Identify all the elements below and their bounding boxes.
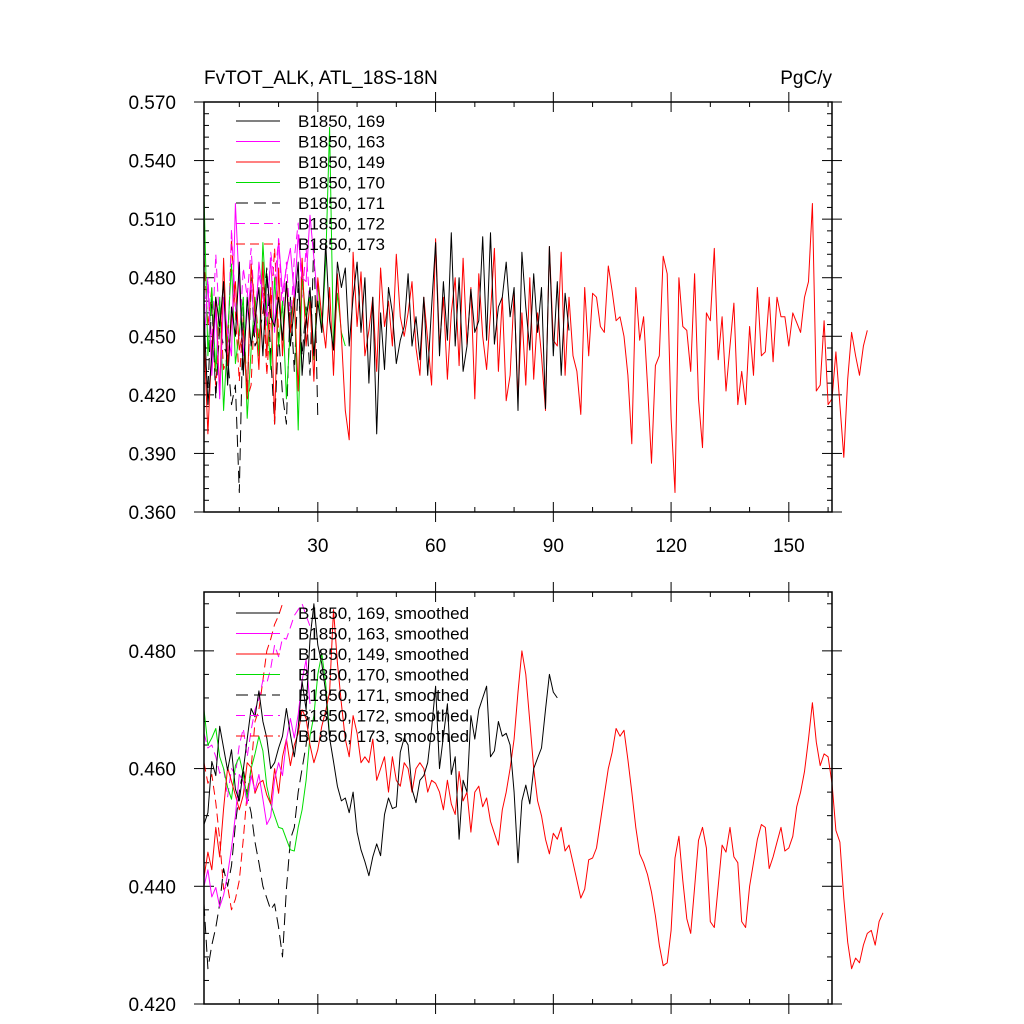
x-tick-label: 90 <box>543 536 564 557</box>
legend-label: B1850, 170 <box>298 174 385 193</box>
plot-title-left: FvTOT_ALK, ATL_18S-18N <box>204 68 438 89</box>
legend-label: B1850, 171, smoothed <box>298 686 469 705</box>
series-line-b1850-169 <box>203 232 570 435</box>
series-line-b1850-169-smoothed <box>203 603 558 877</box>
y-tick-label: 0.450 <box>128 327 176 348</box>
top-panel: 30 60 90 120 150 0.360 0.390 0.420 0.450 0.480 0.5… <box>128 92 868 557</box>
legend-label: B1850, 149, smoothed <box>298 645 469 664</box>
bottom-panel-series <box>203 603 884 970</box>
series-line-b1850-172-smoothed <box>203 603 311 798</box>
y-tick-label: 0.570 <box>128 93 176 114</box>
series-line-b1850-171-smoothed <box>203 709 311 970</box>
legend-label: B1850, 171 <box>298 194 385 213</box>
y-tick-label: 0.540 <box>128 152 176 173</box>
series-line-b1850-163 <box>203 203 319 400</box>
x-tick-label: 120 <box>655 536 687 557</box>
bottom-panel-ticks <box>194 582 842 1014</box>
x-tick-label: 30 <box>307 536 328 557</box>
series-line-b1850-173 <box>203 238 280 400</box>
legend-label: B1850, 173, smoothed <box>298 727 469 746</box>
plot-title-units: PgC/y <box>780 68 832 89</box>
top-panel-frame <box>203 101 833 513</box>
bottom-panel-frame <box>203 591 833 1005</box>
legend-label: B1850, 173 <box>298 235 385 254</box>
bottom-panel-tick-labels: 0.420 0.440 0.460 0.480 <box>128 642 176 1016</box>
series-line-b1850-170-smoothed <box>203 653 331 852</box>
y-tick-label: 0.360 <box>128 503 176 524</box>
legend-label: B1850, 163, smoothed <box>298 625 469 644</box>
legend-label: B1850, 169 <box>298 112 385 131</box>
top-panel-tick-labels: 30 60 90 120 150 0.360 0.390 0.420 0.450 0.480 0.5… <box>128 93 804 557</box>
y-tick-label: 0.460 <box>128 760 176 781</box>
series-line-b1850-149-smoothed <box>203 609 884 970</box>
legend-label: B1850, 172, smoothed <box>298 707 469 726</box>
x-tick-label: 60 <box>425 536 446 557</box>
y-tick-label: 0.480 <box>128 642 176 663</box>
legend-label: B1850, 163 <box>298 133 385 152</box>
y-tick-label: 0.510 <box>128 210 176 231</box>
legend-label: B1850, 170, smoothed <box>298 666 469 685</box>
y-tick-label: 0.420 <box>128 995 176 1016</box>
series-line-b1850-149 <box>203 203 868 493</box>
y-tick-label: 0.390 <box>128 444 176 465</box>
y-tick-label: 0.480 <box>128 269 176 290</box>
legend-label: B1850, 149 <box>298 153 385 172</box>
series-line-b1850-163-smoothed <box>203 659 311 908</box>
legend-label: B1850, 172 <box>298 215 385 234</box>
x-tick-label: 150 <box>773 536 805 557</box>
bottom-panel-legend: B1850, 169, smoothed B1850, 163, smoothed… <box>236 604 469 746</box>
top-panel-series <box>203 126 868 493</box>
y-tick-label: 0.420 <box>128 386 176 407</box>
top-panel-ticks <box>194 92 842 522</box>
series-line-b1850-173-smoothed <box>203 603 283 911</box>
bottom-panel: 0.420 0.440 0.460 0.480 B1850, 169, smoothe… <box>128 582 884 1016</box>
y-tick-label: 0.440 <box>128 877 176 898</box>
legend-label: B1850, 169, smoothed <box>298 604 469 623</box>
